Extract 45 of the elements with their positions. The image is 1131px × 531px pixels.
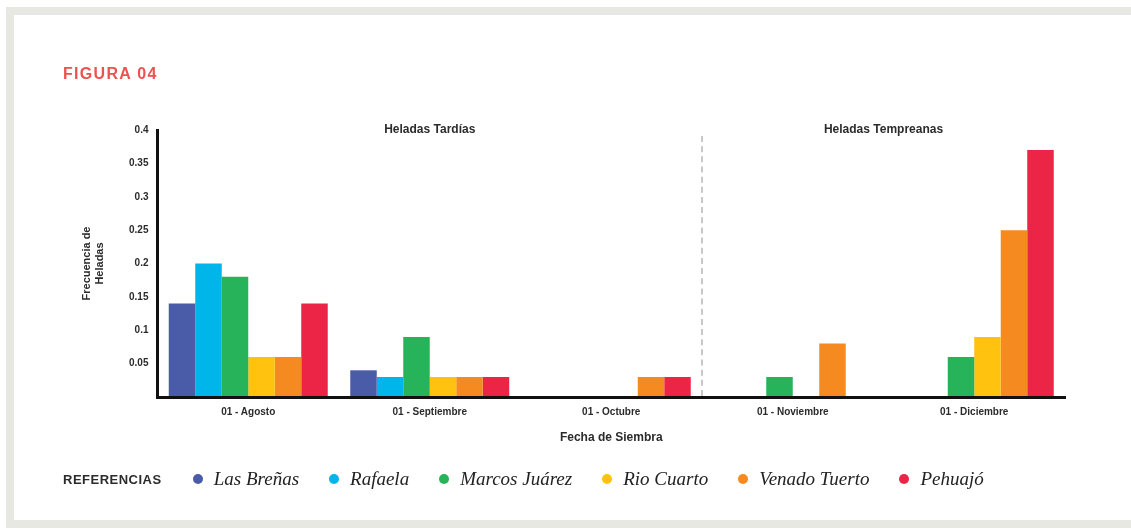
bar (974, 336, 1001, 397)
legend-label: Las Breñas (213, 468, 300, 490)
bar (664, 376, 691, 397)
legend-label: Venado Tuerto (759, 468, 870, 490)
x-tick-label: 01 - Octubre (582, 405, 641, 417)
y-tick-label: 0.05 (129, 357, 149, 369)
bar (403, 336, 430, 397)
bar (429, 376, 457, 397)
legend-label: Rafaela (350, 468, 410, 490)
bar (456, 376, 483, 397)
bar (168, 303, 196, 397)
legend-label: Pehuajó (920, 468, 984, 490)
y-tick-label: 0.2 (134, 257, 149, 269)
x-tick-label: 01 - Noviembre (756, 405, 830, 417)
x-tick-label: 01 - Septiembre (392, 405, 468, 417)
bar (195, 263, 222, 397)
legend-label: Rio Cuarto (623, 468, 709, 490)
y-tick-label: 0.4 (134, 123, 149, 135)
annotation: Heladas Tardías (384, 122, 476, 137)
x-tick-label: 01 - Agosto (221, 405, 276, 417)
bar (221, 276, 249, 397)
legend-title: REFERENCIAS (63, 471, 162, 487)
bar (1000, 230, 1028, 397)
bar (248, 356, 275, 397)
bar (947, 356, 975, 397)
bar (274, 356, 302, 397)
y-tick-label: 0.35 (129, 157, 149, 169)
bar (819, 343, 846, 397)
bar (301, 303, 328, 397)
bar (350, 370, 377, 397)
bar (1027, 150, 1054, 397)
y-axis-title: Frecuencia de Heladas (79, 226, 105, 301)
bar (766, 376, 793, 397)
bar (376, 376, 404, 397)
x-tick-label: 01 - Diciembre (940, 405, 1009, 417)
y-tick-label: 0.25 (129, 223, 149, 235)
y-tick-label: 0.15 (129, 290, 149, 302)
bar (482, 376, 510, 397)
annotation: Heladas Tempreanas (823, 122, 944, 137)
y-tick-label: 0.1 (134, 324, 149, 335)
legend-label: Marcos Juárez (460, 468, 573, 490)
chart-title: FIGURA 04 (63, 64, 158, 84)
y-tick-label: 0.3 (134, 190, 149, 202)
x-axis-title: Fecha de Siembra (559, 430, 663, 445)
bar (637, 376, 665, 397)
